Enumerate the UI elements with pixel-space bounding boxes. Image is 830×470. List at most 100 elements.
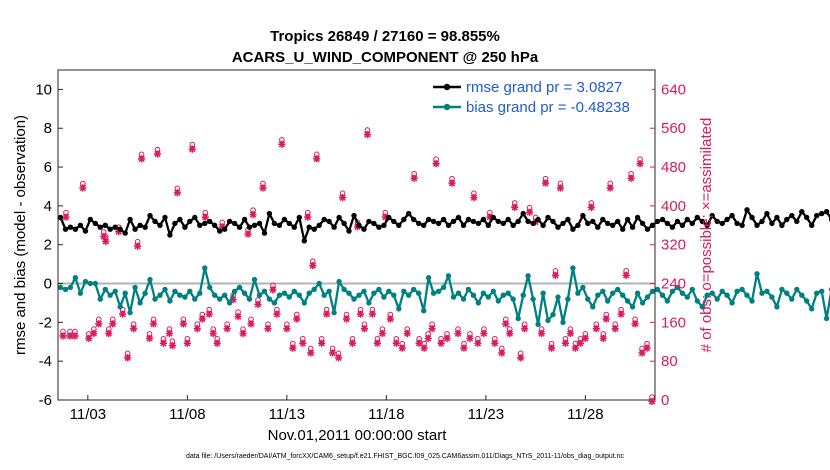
rmse-point — [490, 214, 496, 221]
rmse-point — [301, 238, 307, 244]
obs-marker — [318, 335, 326, 347]
obs-marker — [209, 326, 217, 338]
obs-assimilated-marker — [521, 325, 529, 333]
obs-marker — [247, 316, 255, 328]
bias-point — [401, 288, 407, 294]
obs-marker — [386, 311, 394, 323]
chart-title-line2: ACARS_U_WIND_COMPONENT @ 250 hPa — [232, 49, 539, 66]
obs-marker — [239, 326, 247, 338]
star-stroke — [636, 160, 644, 167]
obs-marker — [410, 170, 418, 182]
y-right-tick-label: 0 — [661, 392, 669, 409]
rmse-point — [664, 220, 671, 227]
bias-point — [346, 290, 352, 296]
bias-point — [535, 321, 541, 327]
obs-marker — [109, 316, 117, 328]
bias-point — [152, 296, 158, 302]
rmse-point — [610, 222, 616, 228]
rmse-point — [381, 222, 387, 228]
bias-point — [341, 286, 347, 293]
obs-assimilated-marker — [165, 329, 174, 338]
bias-point — [560, 319, 566, 326]
bias-point — [177, 292, 183, 298]
rmse-point — [152, 218, 158, 225]
bias-point — [809, 306, 815, 312]
bias-point — [147, 276, 153, 283]
star-stroke — [134, 242, 141, 250]
obs-assimilated-marker — [581, 334, 589, 343]
obs-assimilated-marker — [410, 174, 418, 182]
obs-assimilated-marker — [71, 332, 79, 340]
obs-marker — [278, 136, 286, 148]
star-stroke — [437, 340, 445, 347]
bias-point — [311, 286, 317, 293]
obs-assimilated-marker — [193, 325, 201, 333]
rmse-point — [57, 214, 64, 221]
obs-marker — [561, 335, 570, 347]
obs-assimilated-marker — [491, 339, 499, 347]
star-stroke — [199, 315, 206, 323]
rmse-point — [455, 214, 462, 221]
star-stroke — [577, 340, 584, 347]
obs-assimilated-marker — [611, 325, 619, 333]
star-stroke — [387, 315, 394, 323]
star-stroke — [160, 340, 167, 347]
rmse-point — [192, 214, 198, 221]
obs-marker — [611, 321, 619, 333]
obs-marker — [599, 331, 607, 343]
star-stroke — [269, 286, 277, 294]
obs-assimilated-marker — [547, 344, 556, 352]
rmse-point — [495, 218, 501, 225]
rmse-point — [197, 222, 203, 228]
obs-assimilated-marker — [90, 329, 98, 338]
obs-assimilated-marker — [424, 334, 432, 343]
star-stroke — [154, 150, 161, 158]
bias-point — [639, 300, 646, 306]
rmse-point — [361, 226, 367, 232]
star-stroke — [361, 325, 368, 332]
rmse-point — [286, 220, 292, 227]
obs-marker — [168, 338, 177, 350]
x-axis-label: Nov.01,2011 00:00:00 start — [268, 427, 448, 444]
obs-assimilated-marker — [79, 184, 87, 192]
bias-point — [754, 271, 760, 277]
bias-point — [361, 288, 367, 294]
star-stroke — [369, 310, 376, 318]
bias-point — [495, 298, 501, 304]
star-stroke — [244, 230, 252, 238]
rmse-point — [510, 222, 516, 228]
bias-point — [465, 286, 472, 293]
obs-marker — [460, 340, 468, 352]
rmse-point — [251, 222, 258, 228]
star-stroke — [443, 335, 451, 342]
obs-marker — [454, 326, 462, 338]
bias-point — [669, 288, 676, 294]
star-stroke — [415, 340, 423, 347]
rmse-point — [804, 214, 810, 221]
obs-marker — [617, 306, 625, 318]
obs-assimilated-marker — [437, 339, 445, 347]
obs-assimilated-marker — [448, 179, 456, 187]
obs-marker — [398, 340, 406, 352]
rmse-point — [779, 222, 785, 228]
bias-point — [236, 284, 243, 291]
bias-point — [799, 292, 805, 298]
bias-point — [430, 290, 437, 296]
bias-point — [77, 290, 84, 296]
rmse-series — [57, 207, 830, 244]
star-stroke — [617, 310, 625, 318]
obs-assimilated-marker — [587, 203, 595, 211]
rmse-point — [505, 216, 511, 223]
obs-marker — [79, 180, 87, 192]
bias-point — [490, 288, 496, 294]
star-stroke — [309, 262, 316, 269]
star-stroke — [119, 310, 126, 318]
rmse-point — [500, 220, 506, 227]
obs-assimilated-marker — [173, 189, 181, 197]
obs-assimilated-marker — [373, 339, 381, 347]
obs-marker — [443, 331, 451, 343]
obs-marker — [102, 234, 110, 245]
obs-assimilated-marker — [293, 315, 301, 323]
obs-assimilated-marker — [213, 339, 221, 347]
bias-point — [759, 290, 765, 296]
